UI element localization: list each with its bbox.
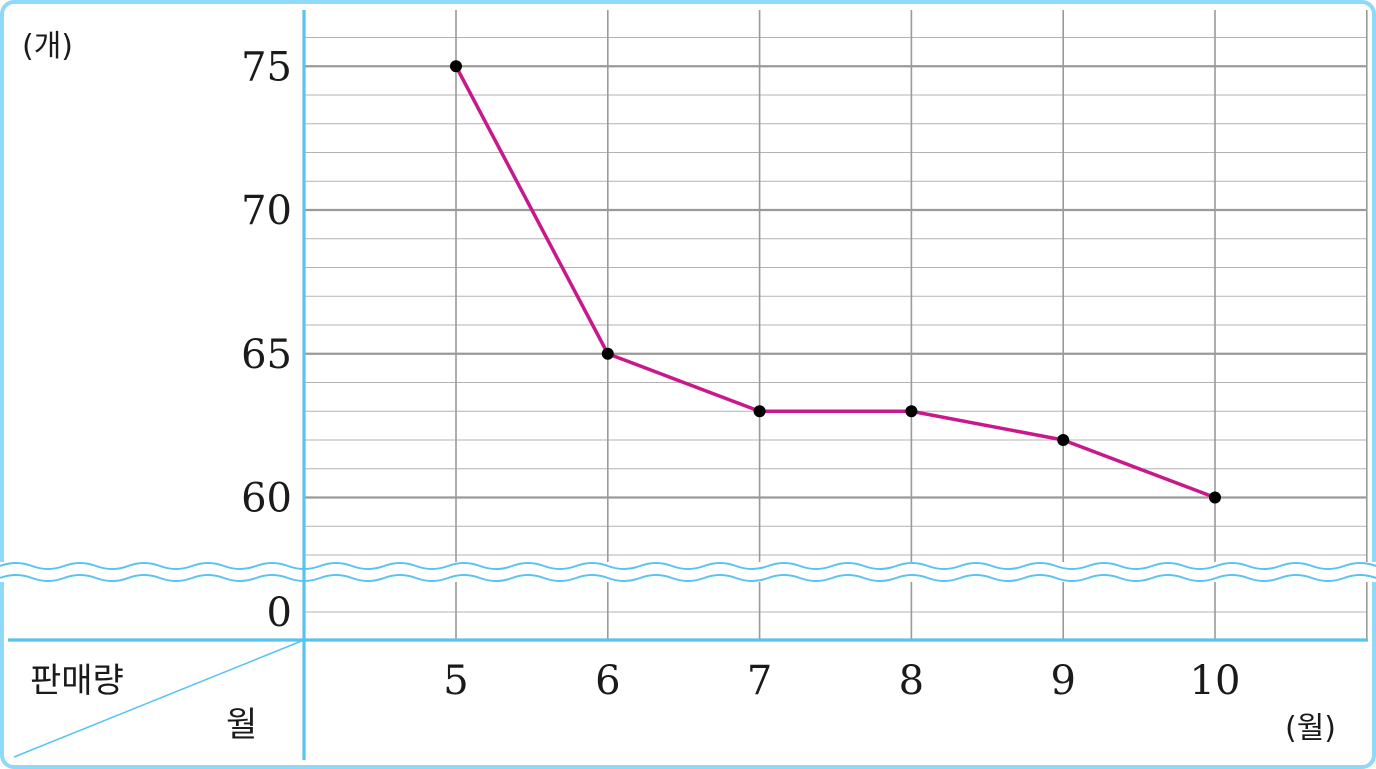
break-wave-bottom — [0, 574, 1376, 582]
data-point — [905, 405, 918, 418]
x-unit-label: (월) — [1285, 711, 1336, 746]
y-unit-label: (개) — [22, 29, 73, 64]
x-tick-label: 10 — [1190, 658, 1241, 704]
data-point — [1209, 491, 1221, 504]
data-point — [1057, 434, 1070, 446]
corner-row-label: 판매량 — [30, 661, 124, 701]
y-tick-label: 75 — [241, 44, 292, 90]
data-point — [753, 405, 766, 418]
grid — [304, 10, 1368, 640]
y-tick-label: 70 — [241, 188, 292, 234]
corner-col-label: 월 — [226, 705, 257, 745]
series — [450, 60, 1221, 504]
break-wave-top — [0, 562, 1376, 570]
break-gap — [0, 562, 1376, 582]
data-point — [601, 347, 614, 360]
x-tick-label: 7 — [747, 658, 772, 704]
series-line — [454, 65, 1216, 500]
y-tick-label: 65 — [241, 332, 292, 378]
x-tick-label: 9 — [1050, 658, 1075, 704]
corner-diagonal — [13, 639, 305, 758]
labels: (개) (월) 판매량 월 75 70 65 60 0 5 6 7 8 9 10 — [22, 29, 1336, 746]
data-point — [450, 60, 462, 73]
y-tick-label: 60 — [241, 476, 292, 522]
x-tick-label: 5 — [443, 658, 468, 704]
axes — [8, 10, 1368, 760]
y-tick-label: 0 — [267, 590, 292, 636]
x-tick-label: 8 — [899, 658, 924, 704]
x-tick-label: 6 — [595, 658, 620, 704]
axis-break — [0, 562, 1376, 582]
